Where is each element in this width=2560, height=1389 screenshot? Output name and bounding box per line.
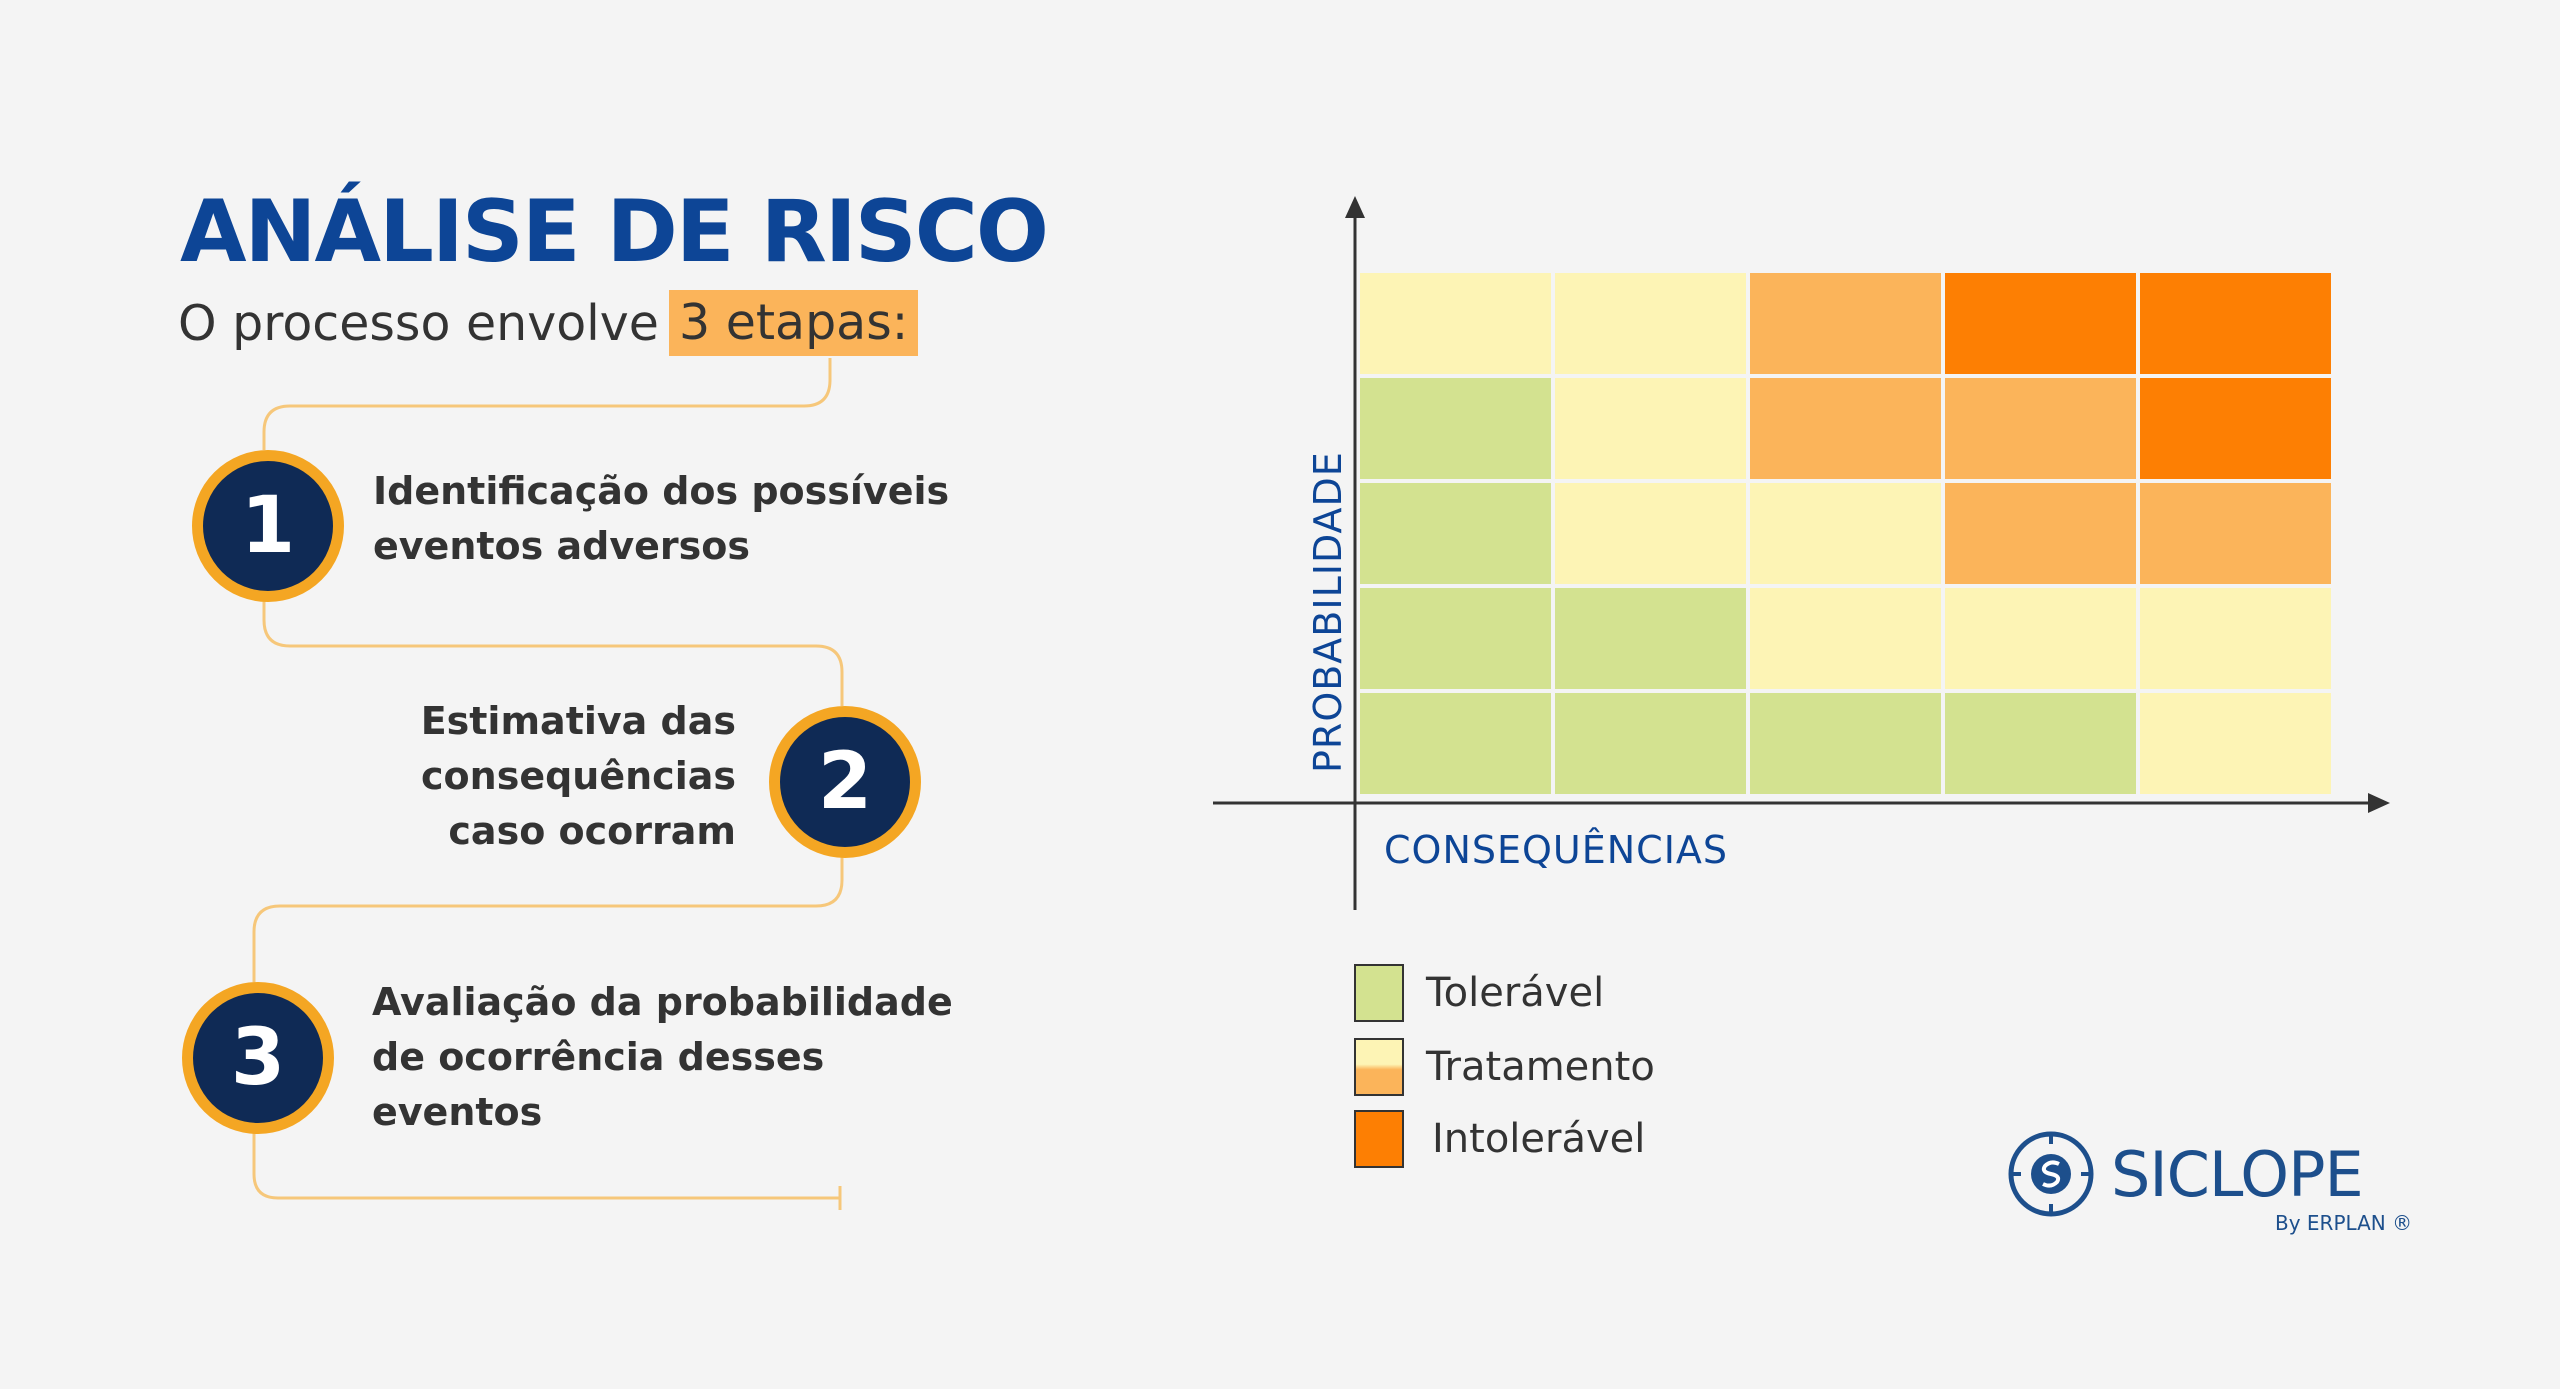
step-3-line-1: Avaliação da probabilidade — [372, 980, 953, 1024]
step-1-number-circle: 1 — [192, 450, 344, 602]
matrix-cell-r4-c3 — [1750, 588, 1941, 689]
legend-label-intoleravel: Intolerável — [1432, 1116, 1646, 1162]
connector-2-3 — [252, 852, 844, 982]
matrix-cell-r3-c5 — [2140, 483, 2331, 584]
siclope-logo-icon — [2008, 1131, 2094, 1217]
matrix-cell-r5-c4 — [1945, 693, 2136, 794]
step-2-text: Estimativa das consequências caso ocorra… — [300, 694, 736, 859]
matrix-cell-r5-c5 — [2140, 693, 2331, 794]
step-2-line-2: consequências — [421, 754, 736, 798]
subtitle-highlight: 3 etapas: — [668, 290, 919, 356]
matrix-cell-r1-c5 — [2140, 273, 2331, 374]
y-axis-arrow — [1345, 196, 1365, 218]
connector-top — [262, 358, 832, 450]
matrix-cell-r4-c1 — [1360, 588, 1551, 689]
step-3-line-3: eventos — [372, 1090, 543, 1134]
brand-subtitle: By ERPLAN ® — [2275, 1211, 2413, 1235]
step-3-number: 3 — [230, 1013, 286, 1103]
step-2-line-1: Estimativa das — [420, 699, 736, 743]
matrix-cell-r2-c1 — [1360, 378, 1551, 479]
legend-label-tratamento: Tratamento — [1426, 1044, 1655, 1090]
legend-item-toleravel: Tolerável — [1354, 964, 1604, 1022]
matrix-cell-r2-c5 — [2140, 378, 2331, 479]
subtitle: O processo envolve 3 etapas: — [178, 290, 919, 356]
matrix-cell-r1-c4 — [1945, 273, 2136, 374]
page-title: ANÁLISE DE RISCO — [180, 182, 1049, 282]
matrix-cell-r4-c5 — [2140, 588, 2331, 689]
legend-item-tratamento: Tratamento — [1354, 1038, 1655, 1096]
matrix-cell-r3-c2 — [1555, 483, 1746, 584]
brand-name: SICLOPE — [2111, 1137, 2364, 1211]
legend-swatch-toleravel — [1354, 964, 1404, 1022]
matrix-cell-r2-c4 — [1945, 378, 2136, 479]
subtitle-prefix: O processo envolve — [178, 294, 659, 352]
matrix-cell-r5-c2 — [1555, 693, 1746, 794]
step-3-number-circle: 3 — [182, 982, 334, 1134]
step-3-text: Avaliação da probabilidade de ocorrência… — [372, 975, 953, 1140]
matrix-cell-r4-c2 — [1555, 588, 1746, 689]
x-axis-arrow — [2368, 793, 2390, 813]
legend-label-toleravel: Tolerável — [1426, 970, 1605, 1016]
step-3-line-2: de ocorrência desses — [372, 1035, 825, 1079]
matrix-cell-r1-c2 — [1555, 273, 1746, 374]
step-2-number: 2 — [817, 737, 873, 827]
step-1-number: 1 — [240, 481, 296, 571]
matrix-cell-r5-c3 — [1750, 693, 1941, 794]
matrix-cell-r5-c1 — [1360, 693, 1551, 794]
legend-item-intoleravel: Intolerável — [1354, 1110, 1645, 1168]
step-2-number-circle: 2 — [769, 706, 921, 858]
matrix-cell-r4-c4 — [1945, 588, 2136, 689]
matrix-cell-r3-c3 — [1750, 483, 1941, 584]
y-axis-label: PROBABILIDADE — [1306, 451, 1350, 773]
legend-swatch-intoleravel — [1354, 1110, 1404, 1168]
matrix-cell-r3-c4 — [1945, 483, 2136, 584]
step-1-text: Identificação dos possíveis eventos adve… — [373, 464, 949, 574]
x-axis-label: CONSEQUÊNCIAS — [1384, 828, 1729, 872]
matrix-cell-r2-c2 — [1555, 378, 1746, 479]
step-1-line-1: Identificação dos possíveis — [373, 469, 950, 513]
legend-swatch-tratamento — [1354, 1038, 1404, 1096]
matrix-cell-r3-c1 — [1360, 483, 1551, 584]
step-2-line-3: caso ocorram — [448, 809, 736, 853]
matrix-cell-r1-c1 — [1360, 273, 1551, 374]
brand-logo: SICLOPE — [2005, 1128, 2364, 1220]
matrix-cell-r1-c3 — [1750, 273, 1941, 374]
connector-bottom — [252, 1128, 840, 1200]
risk-matrix-grid — [1360, 273, 2331, 794]
matrix-cell-r2-c3 — [1750, 378, 1941, 479]
step-1-line-2: eventos adversos — [373, 524, 750, 568]
connector-1-2 — [262, 598, 844, 706]
